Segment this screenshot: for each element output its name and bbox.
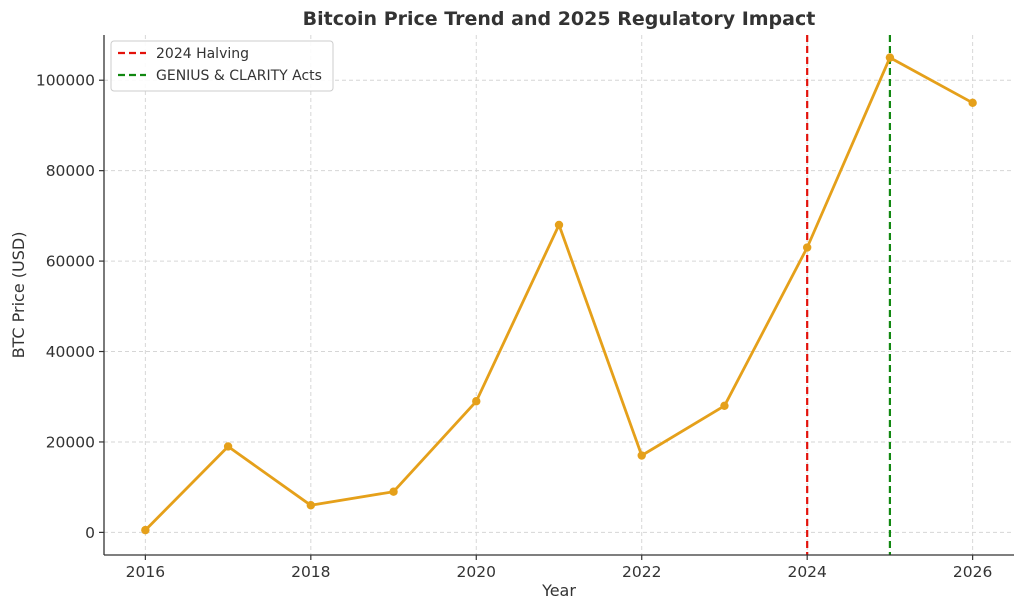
grid-layer — [104, 35, 1014, 555]
x-tick-label: 2022 — [622, 563, 661, 581]
y-tick-label: 80000 — [46, 162, 95, 180]
x-tick-label: 2020 — [457, 563, 496, 581]
data-point — [802, 243, 812, 252]
x-axis-label: Year — [541, 581, 576, 600]
data-point — [306, 501, 316, 510]
data-point — [141, 525, 150, 535]
series-line — [144, 56, 974, 532]
series-layer — [141, 53, 977, 535]
legend: 2024 Halving GENIUS & CLARITY Acts — [110, 40, 334, 92]
data-point — [637, 451, 646, 460]
reference-lines-layer — [806, 35, 892, 555]
y-tick-label: 20000 — [46, 433, 95, 451]
y-tick-label: 100000 — [36, 72, 95, 90]
y-tick-label: 60000 — [46, 253, 95, 271]
data-point — [223, 442, 233, 451]
y-axis-label: BTC Price (USD) — [9, 232, 28, 359]
y-tick-label: 0 — [85, 524, 95, 542]
data-point — [389, 487, 398, 496]
data-point — [885, 53, 895, 62]
x-tick-label: 2026 — [953, 563, 992, 581]
chart-title: Bitcoin Price Trend and 2025 Regulatory … — [303, 8, 816, 30]
legend-label: GENIUS & CLARITY Acts — [156, 68, 322, 84]
x-tick-label: 2018 — [291, 563, 330, 581]
y-tick-label: 40000 — [46, 343, 95, 361]
x-tick-label: 2024 — [787, 563, 826, 581]
data-point — [554, 220, 564, 230]
legend-label: 2024 Halving — [156, 46, 249, 62]
data-point — [720, 401, 729, 410]
data-point — [472, 397, 481, 406]
legend-box — [110, 40, 334, 92]
data-point — [968, 98, 977, 108]
x-tick-label: 2016 — [126, 563, 165, 581]
axes-layer: 2016 2018 2020 2022 2024 2026 0 20000 40000 60000… — [36, 35, 1014, 581]
